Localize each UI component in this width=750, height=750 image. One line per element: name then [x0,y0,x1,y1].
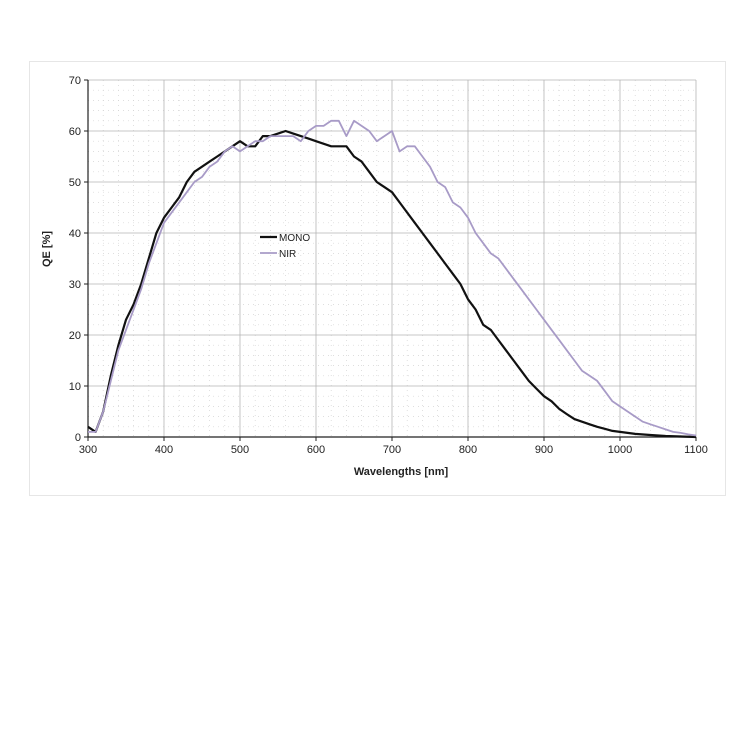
series-line-mono [87,129,697,439]
legend: MONO NIR [260,233,310,260]
x-tick-label: 900 [535,444,553,456]
x-tick-label: 500 [231,444,249,456]
y-axis-ticks: 0 10 20 30 40 50 60 70 [69,75,88,444]
y-tick-label: 70 [69,75,81,87]
x-tick-label: 1000 [608,444,632,456]
x-tick-label: 700 [383,444,401,456]
y-tick-label: 30 [69,279,81,291]
y-tick-label: 10 [69,381,81,393]
chart-frame: 300 400 500 600 700 800 900 1000 1100 0 10 20 30 40 5… [29,61,726,496]
y-tick-label: 40 [69,228,81,240]
x-tick-label: 1100 [684,444,708,456]
x-tick-label: 400 [155,444,173,456]
series-layer [87,119,697,439]
legend-label-nir: NIR [279,249,296,260]
y-tick-label: 20 [69,330,81,342]
y-tick-label: 0 [75,432,81,444]
x-axis-ticks: 300 400 500 600 700 800 900 1000 1100 [79,437,708,456]
x-axis-label: Wavelengths [nm] [354,466,449,478]
x-tick-label: 800 [459,444,477,456]
y-tick-label: 50 [69,177,81,189]
series-line-nir [88,119,697,437]
y-tick-label: 60 [69,126,81,138]
major-grid [87,79,697,438]
legend-label-mono: MONO [279,233,310,244]
x-tick-label: 600 [307,444,325,456]
y-axis-label: QE [%] [41,231,53,267]
qe-chart: 300 400 500 600 700 800 900 1000 1100 0 10 20 30 40 5… [41,75,708,478]
x-tick-label: 300 [79,444,97,456]
